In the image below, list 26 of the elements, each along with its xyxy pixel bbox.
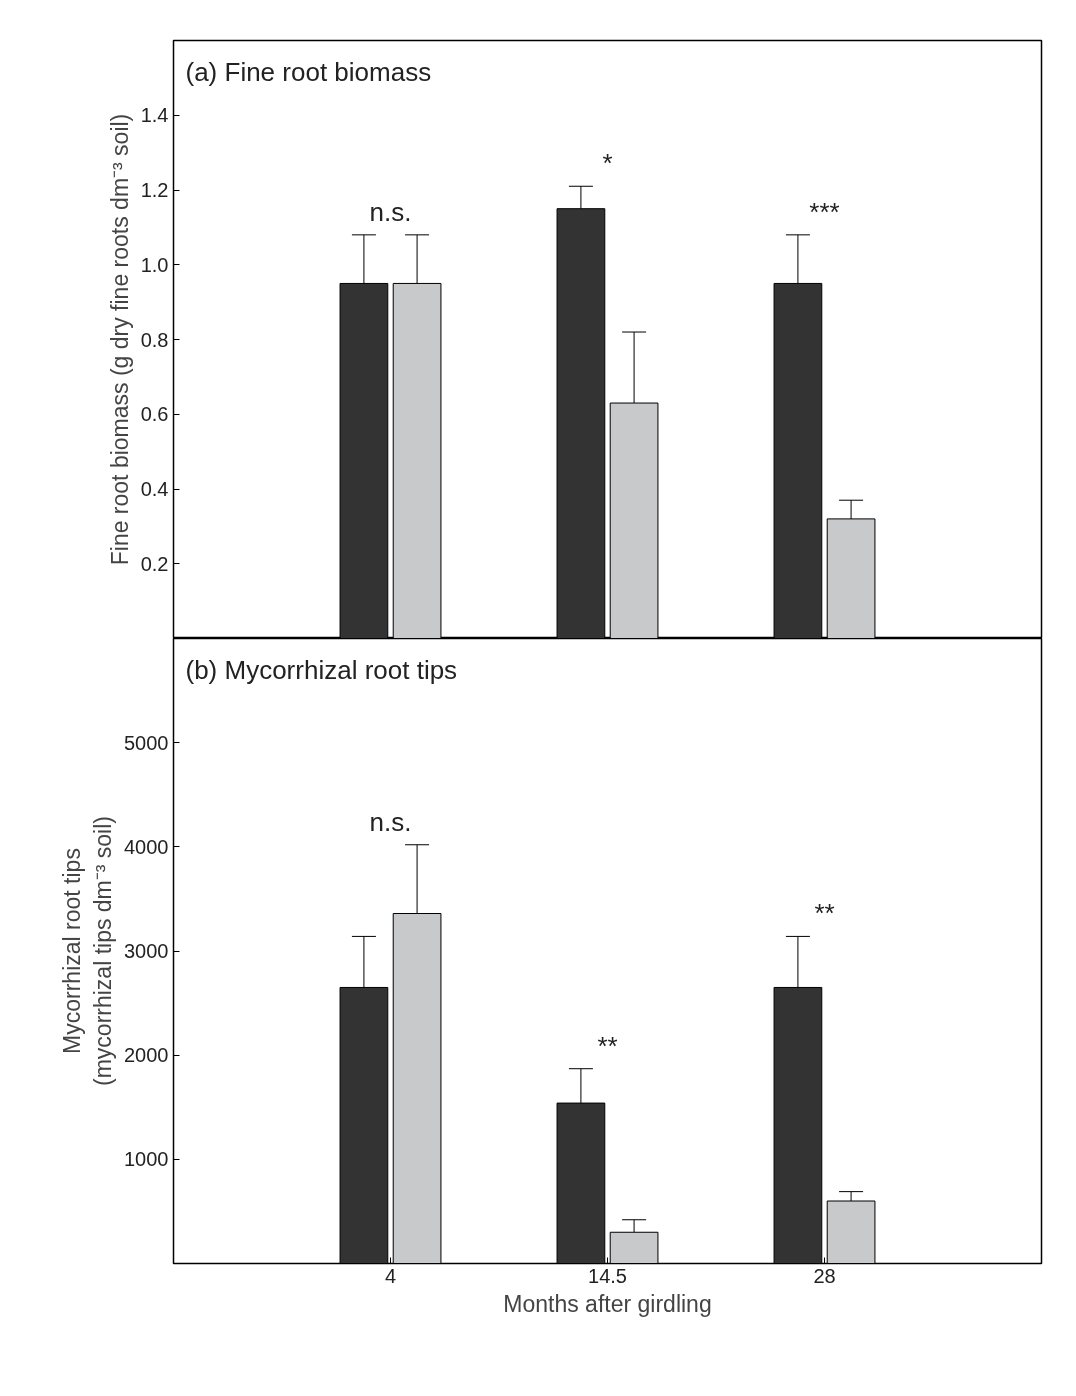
x-tick-label: 4 xyxy=(384,1264,397,1287)
y-tick-label: 0.2 xyxy=(140,552,169,575)
x-axis-title: Months after girdling xyxy=(503,1290,712,1317)
y-tick-label: 0.8 xyxy=(140,328,169,351)
y-axis-title: Mycorrhizal root tips (mycorrhizal tips dm⁻³ soil) xyxy=(58,816,117,1086)
y-tick-label: 4000 xyxy=(124,835,169,858)
x-tick-label: 14.5 xyxy=(588,1264,627,1287)
y-tick-label: 1000 xyxy=(124,1148,169,1171)
y-tick-label: 1.2 xyxy=(140,179,169,201)
annotation: ** xyxy=(597,1030,618,1061)
annotation: ** xyxy=(814,898,835,929)
y-tick-label: 3000 xyxy=(124,940,169,962)
x-tick-label: 28 xyxy=(813,1264,836,1287)
y-axis-title: Fine root biomass (g dry fine roots dm⁻³ soil) xyxy=(106,113,133,566)
y-tick-label: 0.6 xyxy=(140,403,169,426)
y-tick-label: 1.4 xyxy=(140,104,169,127)
text: (a) Fine root biomass xyxy=(185,56,432,87)
annotation: n.s. xyxy=(369,806,412,837)
y-tick-label: 2000 xyxy=(124,1044,169,1067)
annotation: * xyxy=(602,148,613,179)
y-tick-label: 1.0 xyxy=(140,253,169,276)
annotation: *** xyxy=(809,196,840,227)
y-tick-label: 0.4 xyxy=(140,478,169,500)
annotation: n.s. xyxy=(369,196,412,227)
text: (b) Mycorrhizal root tips xyxy=(185,654,458,685)
y-tick-label: 5000 xyxy=(124,731,169,754)
